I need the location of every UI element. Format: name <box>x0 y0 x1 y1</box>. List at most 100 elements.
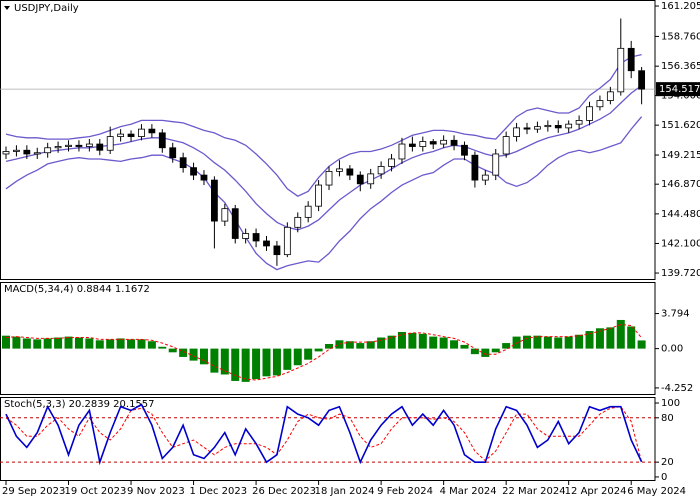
macd-bar <box>116 338 125 349</box>
macd-bar <box>127 339 136 349</box>
macd-bar <box>147 341 156 349</box>
candle-body <box>461 144 468 156</box>
candle-body <box>492 153 500 176</box>
macd-bar <box>74 337 83 349</box>
candle-body <box>75 144 83 147</box>
candle-body <box>242 233 250 239</box>
candle-body <box>127 133 135 137</box>
stoch-panel <box>0 397 656 481</box>
candle-body <box>106 136 114 151</box>
macd-bar <box>543 336 552 349</box>
candle-body <box>65 144 72 147</box>
candle-body <box>23 149 31 155</box>
candle-body <box>617 47 625 93</box>
macd-bar <box>304 348 313 360</box>
candle-body <box>200 174 208 181</box>
macd-bar <box>356 343 365 349</box>
macd-bar <box>137 339 146 349</box>
bollinger-lower <box>5 116 643 271</box>
candle-body <box>346 168 354 176</box>
macd-bar <box>564 336 573 349</box>
candle-body <box>54 146 62 149</box>
macd-bar <box>168 348 177 353</box>
candle-body <box>523 127 531 130</box>
stoch-main <box>5 403 643 466</box>
y-tick-label: 0.00 <box>661 344 683 355</box>
candle-body <box>638 70 646 90</box>
macd-bar <box>491 348 500 353</box>
candle-body <box>440 139 448 145</box>
candle-body <box>96 143 104 151</box>
x-tick-label: 29 Sep 2023 <box>2 486 65 497</box>
candle-body <box>33 152 41 155</box>
macd-bar <box>12 336 21 349</box>
candle-body <box>586 106 593 121</box>
macd-bar <box>606 327 615 349</box>
macd-bar <box>199 348 208 365</box>
candle-body <box>356 174 364 185</box>
x-tick-label: 4 Mar 2024 <box>440 486 497 497</box>
macd-bar <box>450 340 459 349</box>
macd-bar <box>585 331 594 349</box>
panel-title: MACD(5,34,4) 0.8844 1.1672 <box>4 284 150 295</box>
x-tick-label: 19 Oct 2023 <box>65 486 127 497</box>
candle-body <box>502 136 510 155</box>
macd-bar <box>523 335 531 349</box>
macd-bar <box>220 348 229 375</box>
candle-body <box>408 143 416 147</box>
candle-body <box>304 205 312 218</box>
macd-bar <box>179 348 188 357</box>
candle-body <box>315 184 323 207</box>
candle-body <box>325 170 333 186</box>
macd-bar <box>252 348 261 380</box>
candle-body <box>44 147 52 154</box>
candle-body <box>336 168 343 172</box>
candle-body <box>429 141 437 145</box>
macd-bar <box>210 348 219 373</box>
macd-panel <box>0 282 656 395</box>
candle-body <box>294 216 302 228</box>
candle-body <box>388 158 395 167</box>
candle-body <box>85 143 93 147</box>
candle-body <box>513 127 520 137</box>
macd-bar <box>54 337 63 349</box>
menu-triangle <box>4 6 10 10</box>
y-tick-label: 158.760 <box>661 31 700 42</box>
y-tick-label: 3.794 <box>661 309 690 320</box>
macd-bar <box>106 339 115 349</box>
macd-bar <box>637 340 646 349</box>
candle-body <box>565 123 573 129</box>
candle-body <box>190 167 197 176</box>
candle-body <box>273 245 281 256</box>
y-tick-label: 144.480 <box>661 209 700 220</box>
candle-body <box>252 233 260 242</box>
x-tick-label: 1 Dec 2023 <box>190 486 248 497</box>
macd-signal <box>5 324 642 381</box>
macd-bar <box>533 335 542 349</box>
y-tick-label: 100 <box>661 398 680 409</box>
chart-title: USDJPY,Daily <box>14 3 79 14</box>
x-tick-label: 18 Jan 2024 <box>315 486 375 497</box>
macd-bar <box>366 341 375 349</box>
macd-bar <box>502 343 511 349</box>
macd-bar <box>387 335 396 349</box>
y-tick-label: 20 <box>661 457 674 468</box>
macd-bar <box>616 319 625 349</box>
y-tick-label: 146.870 <box>661 179 700 190</box>
candle-body <box>575 120 583 125</box>
macd-bar <box>2 335 10 349</box>
candle-body <box>169 147 177 159</box>
macd-bar <box>429 336 438 349</box>
y-tick-label: -4.252 <box>661 383 693 394</box>
macd-bar <box>22 338 31 349</box>
candle-body <box>544 124 552 128</box>
candle-body <box>2 151 10 155</box>
panel-title: Stoch(5,3,3) 20.2839 20.1557 <box>4 399 155 410</box>
macd-bar <box>481 348 490 357</box>
current-price-label: 154.517 <box>659 84 700 95</box>
macd-bar <box>272 348 281 376</box>
macd-bar <box>85 338 94 349</box>
y-tick-label: 142.100 <box>661 238 700 249</box>
main-panel <box>0 0 656 280</box>
macd-bar <box>554 337 563 349</box>
